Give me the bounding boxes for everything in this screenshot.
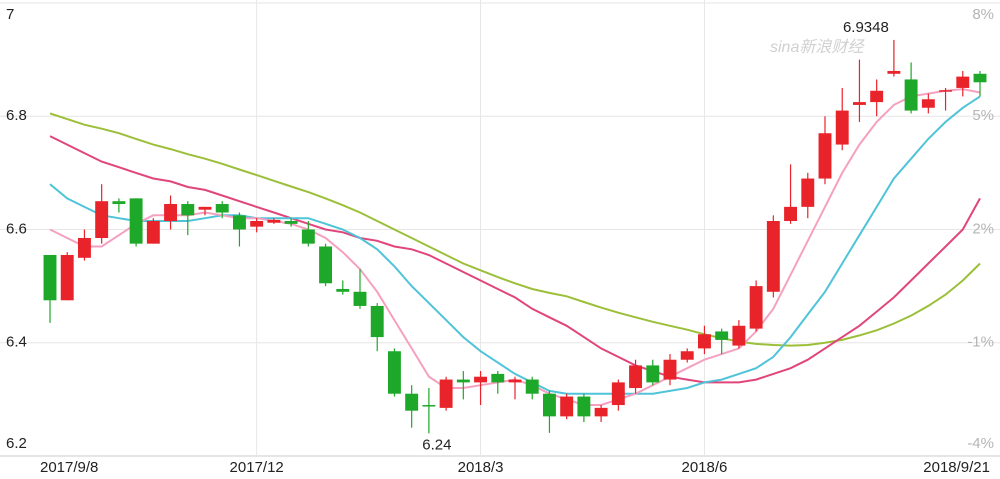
candle-body [215, 204, 229, 213]
candle-body [129, 198, 143, 244]
candle-body [525, 379, 539, 394]
candle-body [319, 246, 333, 284]
candle-body [491, 373, 505, 383]
candle-body [594, 407, 608, 417]
moving-average-line [49, 95, 981, 395]
candle-body [784, 206, 798, 222]
min-label: 6.24 [422, 436, 451, 453]
candle-body [387, 351, 401, 394]
y-tick-label: 6.2 [6, 435, 27, 452]
candle-body [232, 215, 246, 230]
candle-body [921, 99, 935, 108]
candle-body [715, 331, 729, 340]
candle-body [629, 365, 643, 389]
candle-body [250, 221, 264, 227]
candle-body [267, 219, 281, 223]
candle-body [542, 393, 556, 417]
candle-body [198, 206, 212, 210]
candle-body [405, 393, 419, 411]
candle-body [43, 254, 57, 301]
candle-body [181, 204, 195, 216]
y2-tick-label: 2% [972, 220, 994, 237]
candle-body [301, 229, 315, 244]
x-tick-label: 2017/9/8 [40, 459, 98, 476]
x-tick-label: 2017/12 [230, 459, 284, 476]
y-tick-label: 6.6 [6, 220, 27, 237]
candle-body [852, 102, 866, 105]
candle-body [732, 325, 746, 346]
candle-body [663, 359, 677, 380]
candle-body [146, 221, 160, 244]
moving-average-line [49, 112, 981, 347]
candle-body [887, 70, 901, 74]
candle-body [164, 204, 178, 222]
candle-body [939, 90, 953, 92]
y-tick-label: 6.8 [6, 107, 27, 124]
y2-tick-label: -4% [967, 435, 994, 452]
moving-average-line [49, 135, 981, 384]
watermark: sina新浪财经 [770, 38, 865, 56]
y2-tick-label: 8% [972, 6, 994, 23]
max-label: 6.9348 [843, 19, 889, 36]
candle-body [77, 237, 91, 258]
candle-body [680, 351, 694, 360]
candle-body [560, 396, 574, 417]
candle-body [749, 286, 763, 329]
x-tick-label: 2018/6 [681, 459, 727, 476]
candle-body [112, 201, 126, 205]
y2-tick-label: 5% [972, 107, 994, 124]
candle-body [95, 201, 109, 238]
candle-body [336, 288, 350, 292]
candle-body [474, 376, 488, 383]
candle-body [611, 382, 625, 406]
candle-body [422, 405, 436, 407]
candle-body [870, 90, 884, 103]
y-tick-label: 6.4 [6, 334, 27, 351]
candle-body [284, 221, 298, 224]
candle-body [766, 221, 780, 292]
x-tick-label: 2018/9/21 [923, 459, 990, 476]
candle-body [353, 291, 367, 306]
candle-body [801, 178, 815, 207]
candle-body [577, 396, 591, 417]
candle-body [904, 79, 918, 111]
candle-body [818, 133, 832, 179]
candle-body [456, 379, 470, 383]
candle-body [697, 334, 711, 349]
y-tick-label: 7 [6, 6, 14, 23]
y2-tick-label: -1% [967, 334, 994, 351]
candle-body [956, 76, 970, 88]
candle-body [646, 365, 660, 383]
candle-body [60, 254, 74, 301]
candle-body [973, 73, 987, 83]
candle-body [508, 379, 522, 383]
candle-body [835, 110, 849, 145]
candle-body [370, 305, 384, 338]
candle-body [439, 379, 453, 408]
x-tick-label: 2018/3 [458, 459, 504, 476]
